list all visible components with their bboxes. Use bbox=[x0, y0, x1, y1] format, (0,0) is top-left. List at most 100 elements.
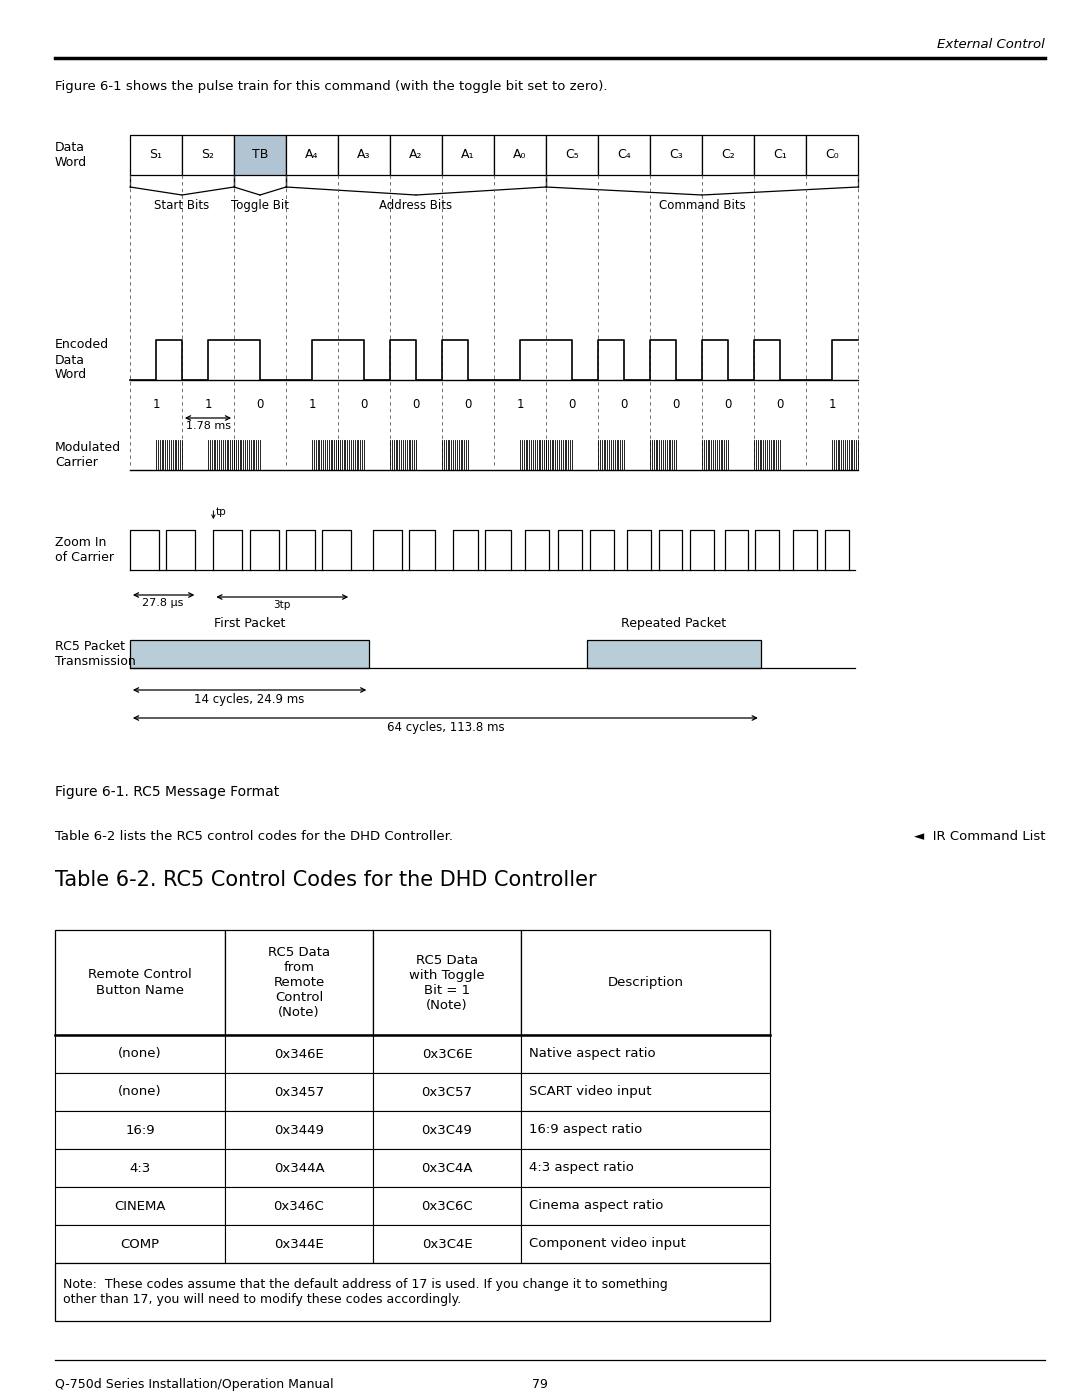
Text: 0x3C4E: 0x3C4E bbox=[421, 1238, 472, 1250]
Bar bbox=[225, 1225, 373, 1263]
Bar bbox=[225, 1148, 373, 1187]
Text: 1: 1 bbox=[828, 398, 836, 411]
Text: RC5 Data
from
Remote
Control
(Note): RC5 Data from Remote Control (Note) bbox=[268, 946, 330, 1018]
Text: 1: 1 bbox=[516, 398, 524, 411]
Bar bbox=[225, 1035, 373, 1073]
Bar bbox=[55, 1225, 225, 1263]
Text: A₄: A₄ bbox=[306, 148, 319, 162]
Text: 0: 0 bbox=[413, 398, 420, 411]
Text: Modulated
Carrier: Modulated Carrier bbox=[55, 441, 121, 469]
Bar bbox=[55, 1187, 225, 1225]
Bar bbox=[225, 1111, 373, 1148]
Text: 0: 0 bbox=[777, 398, 784, 411]
Bar bbox=[55, 1073, 225, 1111]
Text: (none): (none) bbox=[118, 1048, 162, 1060]
Text: 0x3C4A: 0x3C4A bbox=[421, 1161, 473, 1175]
Text: 1: 1 bbox=[204, 398, 212, 411]
Bar bbox=[225, 930, 373, 1035]
Bar bbox=[442, 136, 494, 175]
Text: External Control: External Control bbox=[937, 38, 1045, 52]
Text: 0: 0 bbox=[725, 398, 731, 411]
Bar bbox=[373, 1187, 521, 1225]
Bar bbox=[702, 136, 754, 175]
Text: C₄: C₄ bbox=[617, 148, 631, 162]
Text: RC5 Packet
Transmission: RC5 Packet Transmission bbox=[55, 640, 136, 668]
Text: 0: 0 bbox=[620, 398, 627, 411]
Text: C₂: C₂ bbox=[721, 148, 734, 162]
Bar bbox=[338, 136, 390, 175]
Text: CINEMA: CINEMA bbox=[114, 1200, 165, 1213]
Text: A₃: A₃ bbox=[357, 148, 370, 162]
Text: Q-750d Series Installation/Operation Manual: Q-750d Series Installation/Operation Man… bbox=[55, 1377, 334, 1391]
Bar bbox=[286, 136, 338, 175]
Text: 0x344A: 0x344A bbox=[273, 1161, 324, 1175]
Text: 3tp: 3tp bbox=[273, 599, 291, 610]
Bar bbox=[650, 136, 702, 175]
Text: 0: 0 bbox=[464, 398, 472, 411]
Text: 1: 1 bbox=[152, 398, 160, 411]
Text: A₀: A₀ bbox=[513, 148, 527, 162]
Text: Address Bits: Address Bits bbox=[379, 198, 453, 212]
Text: C₃: C₃ bbox=[670, 148, 683, 162]
Bar bbox=[373, 1073, 521, 1111]
Text: Native aspect ratio: Native aspect ratio bbox=[529, 1048, 656, 1060]
Bar bbox=[521, 1073, 770, 1111]
Text: ◄  IR Command List: ◄ IR Command List bbox=[914, 830, 1045, 842]
Text: 0: 0 bbox=[673, 398, 679, 411]
Bar bbox=[494, 136, 546, 175]
Text: 27.8 μs: 27.8 μs bbox=[141, 598, 184, 608]
Bar bbox=[225, 1187, 373, 1225]
Text: 0x3449: 0x3449 bbox=[274, 1123, 324, 1137]
Bar bbox=[373, 1111, 521, 1148]
Text: 4:3: 4:3 bbox=[130, 1161, 150, 1175]
Text: (none): (none) bbox=[118, 1085, 162, 1098]
Bar bbox=[521, 1187, 770, 1225]
Text: 0: 0 bbox=[256, 398, 264, 411]
Text: Component video input: Component video input bbox=[529, 1238, 686, 1250]
Text: RC5 Data
with Toggle
Bit = 1
(Note): RC5 Data with Toggle Bit = 1 (Note) bbox=[409, 954, 485, 1011]
Text: C₁: C₁ bbox=[773, 148, 787, 162]
Bar bbox=[373, 1225, 521, 1263]
Bar bbox=[55, 930, 225, 1035]
Bar bbox=[55, 1263, 770, 1322]
Bar bbox=[754, 136, 806, 175]
Text: S₂: S₂ bbox=[202, 148, 215, 162]
Text: C₅: C₅ bbox=[565, 148, 579, 162]
Text: 14 cycles, 24.9 ms: 14 cycles, 24.9 ms bbox=[194, 693, 305, 705]
Bar bbox=[521, 1035, 770, 1073]
Bar bbox=[373, 1148, 521, 1187]
Bar bbox=[55, 1035, 225, 1073]
Text: COMP: COMP bbox=[121, 1238, 160, 1250]
Text: First Packet: First Packet bbox=[214, 617, 285, 630]
Text: C₀: C₀ bbox=[825, 148, 839, 162]
Bar bbox=[521, 1111, 770, 1148]
Text: 1: 1 bbox=[308, 398, 315, 411]
Text: Note:  These codes assume that the default address of 17 is used. If you change : Note: These codes assume that the defaul… bbox=[63, 1278, 667, 1306]
Text: Command Bits: Command Bits bbox=[659, 198, 745, 212]
Bar bbox=[373, 1035, 521, 1073]
Bar bbox=[390, 136, 442, 175]
Text: Figure 6-1 shows the pulse train for this command (with the toggle bit set to ze: Figure 6-1 shows the pulse train for thi… bbox=[55, 80, 607, 94]
Text: 4:3 aspect ratio: 4:3 aspect ratio bbox=[529, 1161, 634, 1175]
Bar bbox=[55, 1111, 225, 1148]
Bar bbox=[234, 136, 286, 175]
Text: A₂: A₂ bbox=[409, 148, 422, 162]
Text: 0x3C49: 0x3C49 bbox=[421, 1123, 472, 1137]
Text: tp: tp bbox=[215, 507, 226, 517]
Text: Toggle Bit: Toggle Bit bbox=[231, 198, 289, 212]
Text: 0x3457: 0x3457 bbox=[274, 1085, 324, 1098]
Bar bbox=[130, 640, 369, 668]
Text: 0x3C6C: 0x3C6C bbox=[421, 1200, 473, 1213]
Text: Data
Word: Data Word bbox=[55, 141, 87, 169]
Text: 0x3C57: 0x3C57 bbox=[421, 1085, 473, 1098]
Text: Encoded
Data
Word: Encoded Data Word bbox=[55, 338, 109, 381]
Text: S₁: S₁ bbox=[149, 148, 162, 162]
Text: 1.78 ms: 1.78 ms bbox=[186, 420, 230, 432]
Bar bbox=[373, 930, 521, 1035]
Text: Zoom In
of Carrier: Zoom In of Carrier bbox=[55, 536, 114, 564]
Text: 16:9: 16:9 bbox=[125, 1123, 154, 1137]
Text: TB: TB bbox=[252, 148, 268, 162]
Bar bbox=[546, 136, 598, 175]
Text: Cinema aspect ratio: Cinema aspect ratio bbox=[529, 1200, 663, 1213]
Bar bbox=[183, 136, 234, 175]
